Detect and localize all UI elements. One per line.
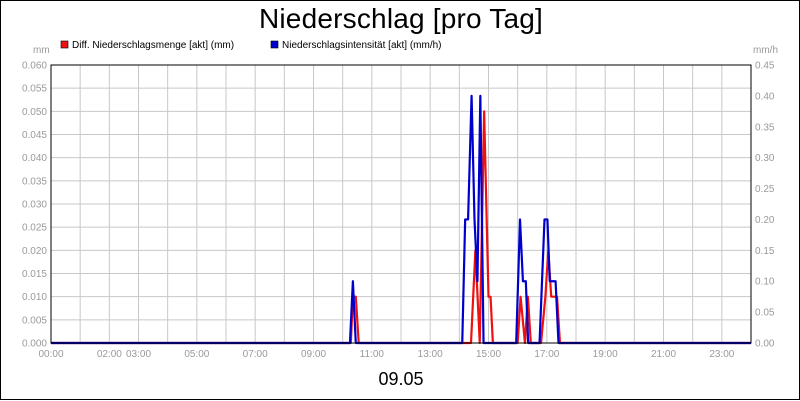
- grid: [50, 64, 752, 344]
- y-left-tick-label: 0.040: [22, 153, 47, 164]
- y-left-tick-label: 0.025: [22, 223, 47, 234]
- y-right-tick-label: 0.45: [755, 61, 775, 72]
- x-tick-label: 21:00: [651, 349, 676, 360]
- legend-swatch-blue: [270, 40, 279, 49]
- y-right-tick-label: 0.00: [755, 339, 775, 350]
- y-right-tick-label: 0.15: [755, 246, 775, 257]
- x-tick-label: 23:00: [709, 349, 734, 360]
- date-label: 09.05: [378, 369, 424, 389]
- y-left-tick-label: 0.015: [22, 269, 47, 280]
- x-tick-label: 19:00: [593, 349, 618, 360]
- y-left-unit: mm: [33, 45, 50, 56]
- x-tick-label: 17:00: [534, 349, 559, 360]
- legend: Diff. Niederschlagsmenge [akt] (mm) Nied…: [60, 40, 442, 51]
- x-tick-label: 11:00: [360, 349, 385, 360]
- y-left-tick-label: 0.010: [22, 292, 47, 303]
- y-left-tick-label: 0.035: [22, 176, 47, 187]
- x-tick-label: 13:00: [418, 349, 443, 360]
- y-left-tick-label: 0.045: [22, 130, 47, 141]
- y-right-tick-label: 0.10: [755, 277, 775, 288]
- y-right-tick-label: 0.05: [755, 308, 775, 319]
- y-left-tick-label: 0.050: [22, 107, 47, 118]
- x-tick-label: 02:00: [97, 349, 122, 360]
- x-tick-label: 15:00: [476, 349, 501, 360]
- y-right-tick-label: 0.25: [755, 184, 775, 195]
- y-left-tick-label: 0.055: [22, 84, 47, 95]
- x-tick-label: 09:00: [301, 349, 326, 360]
- y-left-tick-label: 0.000: [22, 339, 47, 350]
- x-tick-label: 03:00: [126, 349, 151, 360]
- y-left-tick-label: 0.030: [22, 200, 47, 211]
- x-tick-label: 00:00: [38, 349, 63, 360]
- plot-border: [50, 64, 752, 344]
- y-left-tick-label: 0.060: [22, 61, 47, 72]
- x-tick-label: 07:00: [243, 349, 268, 360]
- x-tick-label: 05:00: [184, 349, 209, 360]
- legend-label-intensitaet: Niederschlagsintensität [akt] (mm/h): [282, 40, 442, 51]
- y-right-tick-label: 0.35: [755, 122, 775, 133]
- legend-swatch-red: [60, 40, 69, 49]
- y-right-tick-label: 0.40: [755, 91, 775, 102]
- chart-title: Niederschlag [pro Tag]: [258, 3, 544, 34]
- legend-label-menge: Diff. Niederschlagsmenge [akt] (mm): [72, 40, 234, 51]
- y-right-unit: mm/h: [753, 45, 778, 56]
- y-right-tick-label: 0.20: [755, 215, 775, 226]
- y-right-tick-label: 0.30: [755, 153, 775, 164]
- y-left-tick-label: 0.005: [22, 315, 47, 326]
- y-left-tick-label: 0.020: [22, 246, 47, 257]
- tick-labels: 0.000 0.005 0.010 0.015 0.020 0.025 0.030 0.035…: [22, 61, 775, 361]
